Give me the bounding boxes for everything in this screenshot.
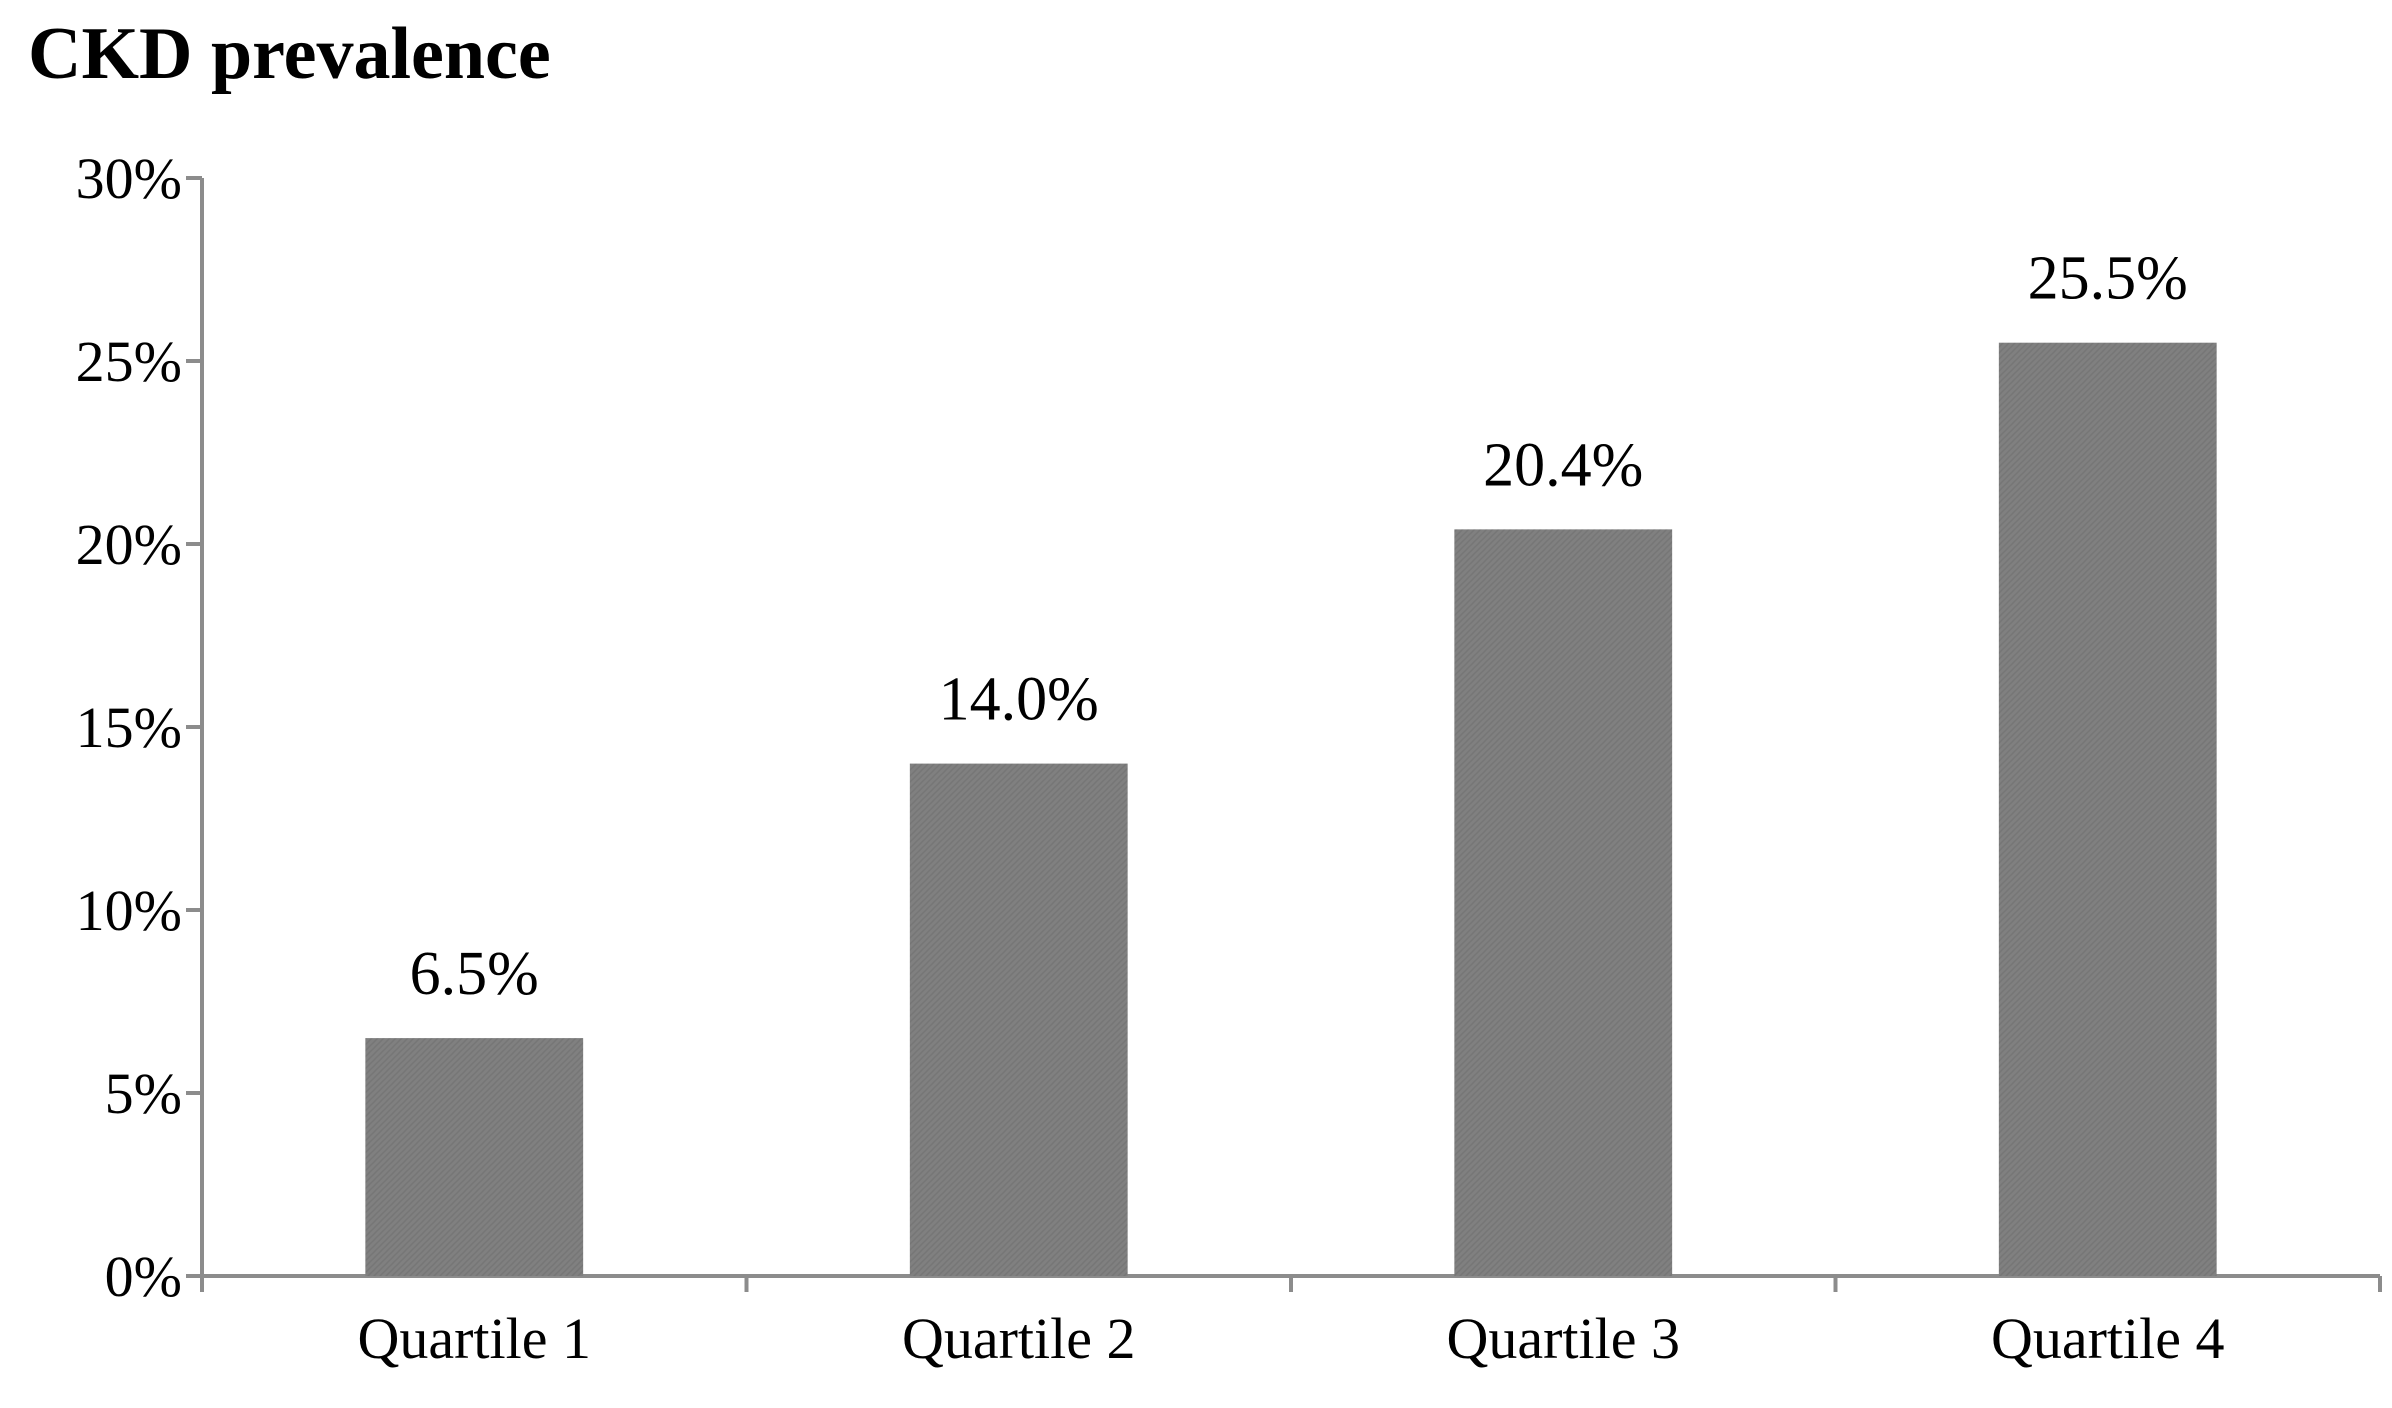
- y-tick-label: 0%: [105, 1244, 182, 1309]
- y-axis: 0% 5% 10% 15% 20% 25% 30%: [76, 146, 204, 1309]
- category-label-3: Quartile 3: [1446, 1306, 1680, 1371]
- data-label-1: 6.5%: [410, 940, 539, 1008]
- y-tick-label: 10%: [76, 878, 182, 943]
- y-tick-label: 25%: [76, 329, 182, 394]
- y-tick-label: 15%: [76, 695, 182, 760]
- data-label-2: 14.0%: [939, 666, 1099, 734]
- bar-2: [909, 763, 1128, 1276]
- y-tick-label: 30%: [76, 146, 182, 211]
- y-tick-label: 5%: [105, 1061, 182, 1126]
- category-labels: Quartile 1 Quartile 2 Quartile 3 Quartile 4: [357, 1306, 2224, 1371]
- category-label-4: Quartile 4: [1991, 1306, 2225, 1371]
- chart-title: CKD prevalence: [28, 13, 551, 95]
- bar-4: [1998, 342, 2217, 1276]
- data-label-4: 25.5%: [2028, 245, 2188, 313]
- bar-3: [1454, 529, 1673, 1276]
- category-label-2: Quartile 2: [902, 1306, 1136, 1371]
- y-tick-label: 20%: [76, 512, 182, 577]
- bar-1: [365, 1038, 584, 1276]
- x-axis: [200, 1274, 2382, 1292]
- bars: [365, 342, 2217, 1276]
- data-labels: 6.5% 14.0% 20.4% 25.5%: [410, 245, 2188, 1008]
- category-label-1: Quartile 1: [357, 1306, 591, 1371]
- data-label-3: 20.4%: [1483, 431, 1643, 499]
